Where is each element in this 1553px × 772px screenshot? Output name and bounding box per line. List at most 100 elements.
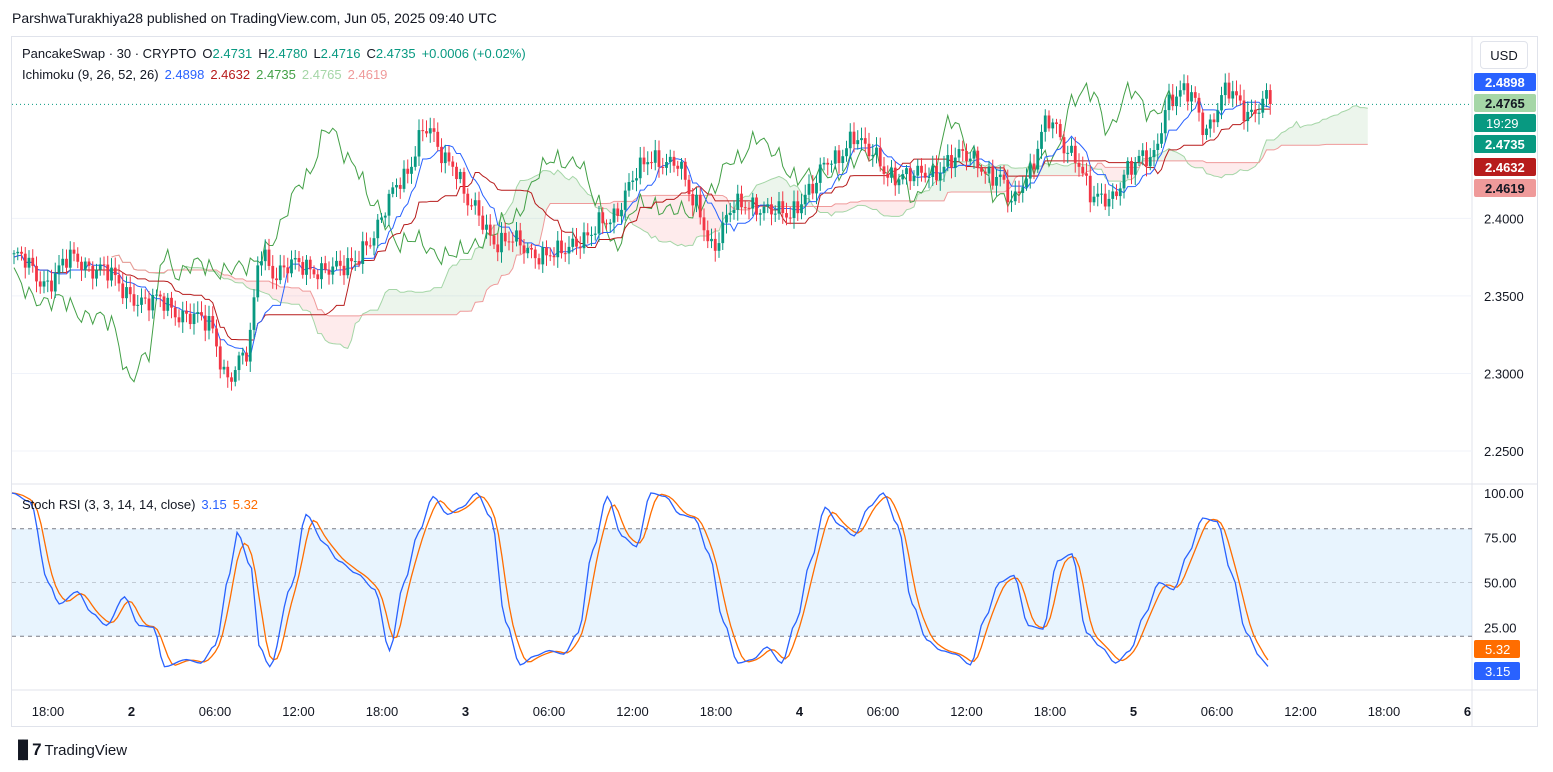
candle-body [53, 273, 57, 292]
stoch-k-tag-label: 3.15 [1485, 664, 1510, 679]
currency-button[interactable]: USD [1480, 41, 1528, 69]
cloud-segment [854, 202, 858, 208]
candle-body [35, 265, 38, 282]
cloud-segment [606, 203, 611, 213]
candle-body [57, 265, 61, 274]
cloud-segment [1300, 125, 1304, 146]
cloud-segment [1240, 162, 1244, 171]
cloud-segment [396, 289, 401, 315]
cloud-segment [962, 161, 967, 193]
candle-body [417, 130, 421, 157]
candle-body [327, 269, 331, 275]
candle-body [23, 253, 27, 268]
candle-body [83, 261, 87, 271]
candle-body [192, 314, 196, 325]
low-label: L [313, 46, 321, 61]
candle-body [526, 247, 530, 254]
candle-body [998, 174, 1002, 177]
candle-body [331, 266, 335, 275]
cloud-segment [231, 276, 236, 283]
cloud-segment [1270, 140, 1274, 150]
candle-body [721, 222, 725, 244]
cloud-segment [1161, 150, 1166, 161]
candle-body [147, 298, 151, 311]
tenkan-sen-line [13, 96, 1271, 358]
candle-body [511, 241, 515, 243]
candle-body [770, 204, 773, 215]
cloud-segment [655, 195, 659, 242]
candle-body [383, 215, 387, 218]
cloud-segment [1195, 160, 1199, 168]
candle-body [1062, 137, 1066, 154]
candle-body [177, 317, 181, 323]
candle-body [1122, 174, 1126, 189]
candle-body [252, 297, 256, 330]
cloud-segment [820, 206, 824, 213]
cloud-segment [771, 177, 776, 207]
cloud-segment [779, 176, 783, 207]
cloud-segment [666, 195, 671, 242]
candle-body [203, 315, 207, 331]
candle-body [365, 241, 368, 246]
candle-body [833, 150, 837, 164]
symbol-name[interactable]: PancakeSwap · 30 · CRYPTO [22, 46, 197, 61]
candle-body [980, 167, 983, 172]
cloud-segment [501, 214, 506, 276]
cloud-segment [1097, 163, 1102, 170]
candle-body [788, 217, 792, 219]
candle-body [1265, 90, 1268, 99]
candle-body [87, 261, 91, 266]
candle-body [353, 261, 357, 263]
cloud-segment [869, 200, 873, 210]
candle-body [1208, 119, 1212, 129]
cloud-segment [1045, 163, 1049, 176]
ichimoku-value-4: 2.4765 [301, 67, 342, 82]
cloud-segment [940, 178, 944, 201]
candle-body [282, 265, 286, 268]
candle-body [432, 128, 436, 132]
cloud-segment [786, 180, 791, 207]
candle-body [65, 258, 68, 268]
cloud-segment [647, 195, 652, 239]
candle-body [582, 232, 586, 249]
cloud-segment [1022, 167, 1027, 176]
candle-body [260, 261, 263, 266]
cloud-segment [745, 196, 749, 210]
time-tick-label: 4 [796, 704, 804, 719]
cloud-segment [1000, 164, 1004, 193]
candle-body [668, 156, 672, 163]
cloud-segment [1266, 140, 1271, 150]
candle-body [792, 201, 796, 219]
cloud-segment [966, 161, 971, 193]
cloud-segment [1289, 126, 1293, 146]
cloud-segment [194, 267, 198, 271]
candle-body [938, 172, 942, 181]
candle-body [1156, 143, 1160, 150]
ichimoku-name[interactable]: Ichimoku (9, 26, 52, 26) [22, 67, 159, 82]
candle-body [447, 152, 451, 162]
candle-body [537, 258, 541, 265]
time-tick-label: 06:00 [867, 704, 900, 719]
cloud-segment [340, 315, 344, 348]
cloud-segment [524, 179, 528, 253]
candle-body [1178, 90, 1182, 97]
candle-body [305, 259, 308, 275]
candle-body [391, 187, 395, 194]
cloud-segment [471, 248, 476, 312]
candle-body [27, 257, 31, 268]
cloud-segment [272, 283, 277, 300]
cloud-segment [291, 287, 296, 305]
candle-body [1055, 122, 1058, 125]
cloud-segment [921, 191, 926, 201]
change-value: +0.0006 (+0.02%) [421, 46, 526, 61]
candle-body [560, 240, 563, 254]
candle-body [350, 258, 353, 262]
candle-body [635, 178, 638, 181]
tv-logo-icon: ▐▌7 [12, 740, 42, 759]
cloud-segment [404, 291, 408, 315]
stoch-name[interactable]: Stoch RSI (3, 3, 14, 14, close) [22, 497, 196, 512]
cloud-segment [385, 289, 389, 315]
cloud-segment [1011, 167, 1016, 187]
candle-body [158, 294, 162, 297]
